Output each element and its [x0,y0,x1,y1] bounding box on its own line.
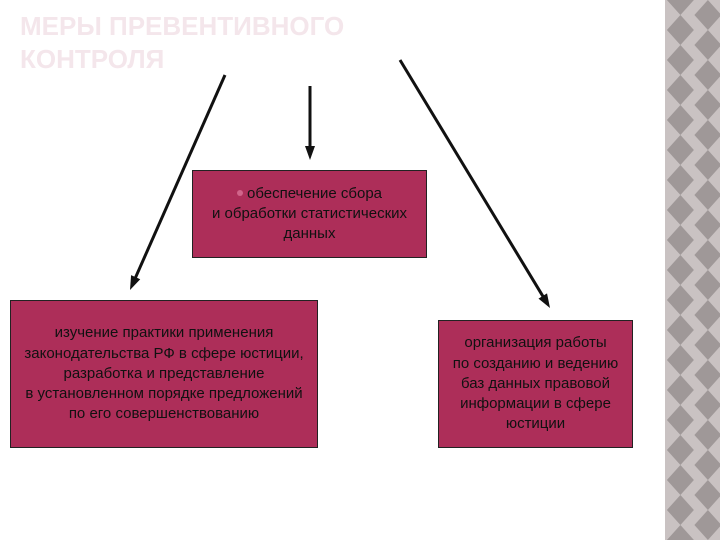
slide: { "canvas": { "width": 720, "height": 54… [0,0,720,540]
center-line1-text: обеспечение сбора [247,185,382,202]
page-title: МЕРЫ ПРЕВЕНТИВНОГО КОНТРОЛЯ [20,10,400,75]
box-left-text: изучение практики применения законодател… [19,323,309,424]
bullet-icon [237,190,243,196]
side-pattern [665,0,720,540]
box-center-line1: обеспечение сбора [237,184,382,204]
box-center: обеспечение сбора и обработки статистиче… [192,170,427,258]
title-text: МЕРЫ ПРЕВЕНТИВНОГО КОНТРОЛЯ [20,11,344,74]
box-right: организация работы по созданию и ведению… [438,320,633,448]
box-center-line2: и обработки статистических данных [201,204,418,245]
box-right-text: организация работы по созданию и ведению… [447,333,624,434]
box-left: изучение практики применения законодател… [10,300,318,448]
arrows-layer [0,0,720,540]
